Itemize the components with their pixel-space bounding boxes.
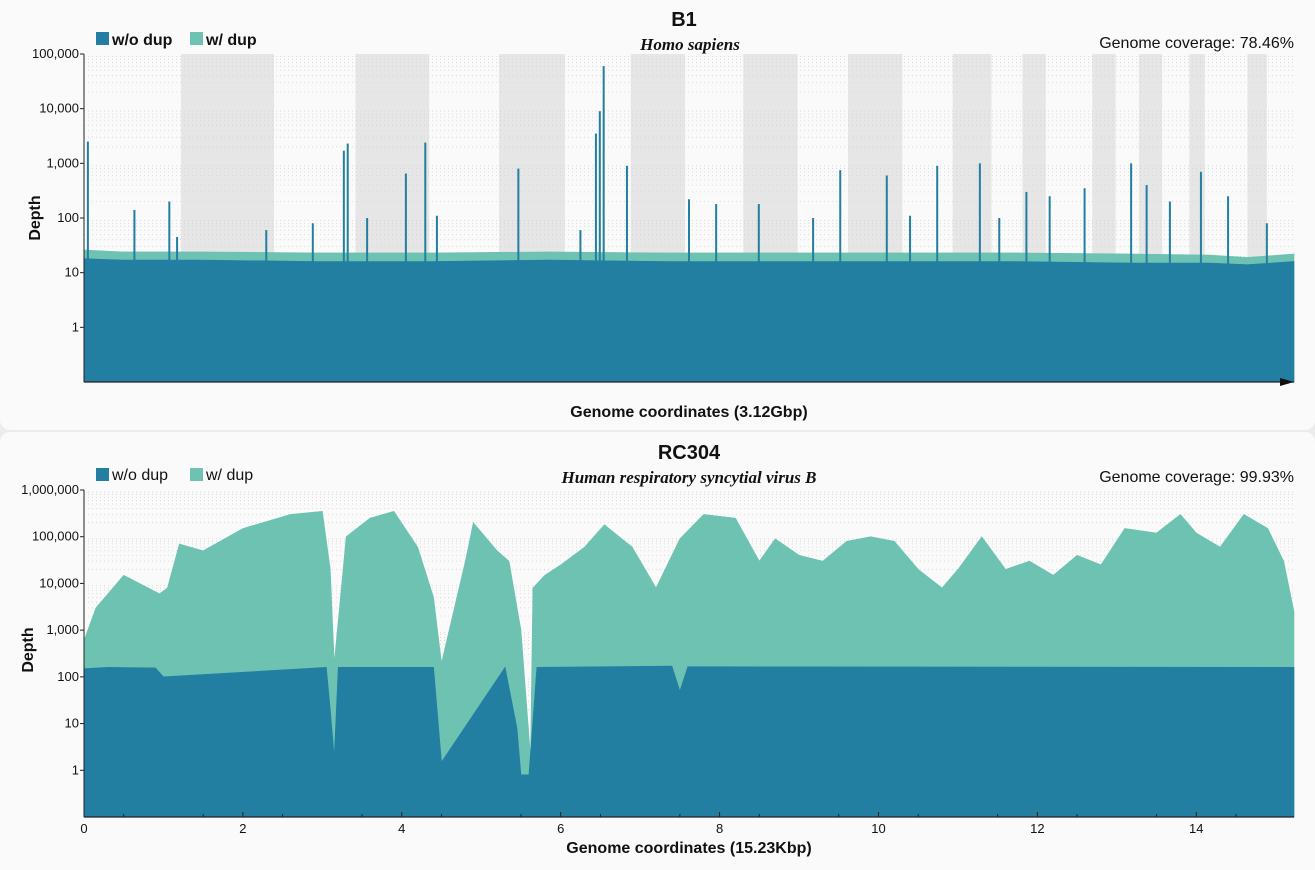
x-tick-label: 0 <box>80 821 87 836</box>
genome-coverage-label: Genome coverage: 99.93% <box>1099 469 1294 486</box>
chart-panel-rc304: RC304 Human respiratory syncytial virus … <box>0 432 1315 870</box>
x-tick-label: 2 <box>239 821 246 836</box>
legend-label-wo-dup: w/o dup <box>111 32 173 49</box>
plot-area: 1 10 100 1,000 10,000 100,000 1,000,000 0 2 4 6 8 10… <box>21 482 1295 836</box>
y-tick-label: 1,000 <box>46 155 79 170</box>
coverage-spike <box>265 230 268 382</box>
x-axis-label: Genome coordinates (15.23Kbp) <box>566 840 811 857</box>
chart-title: RC304 <box>658 442 721 464</box>
coverage-spike <box>1130 163 1133 382</box>
y-tick-label: 100,000 <box>32 529 79 544</box>
legend-swatch-wo-dup <box>96 32 109 45</box>
x-tick-label: 12 <box>1030 821 1044 836</box>
coverage-spike <box>594 133 597 382</box>
x-tick-label: 6 <box>557 821 564 836</box>
coverage-spike <box>133 210 136 382</box>
x-axis-label: Genome coordinates (3.12Gbp) <box>570 404 807 421</box>
legend-swatch-w-dup <box>190 32 203 45</box>
y-tick-label: 1,000,000 <box>21 482 79 497</box>
y-tick-label: 1 <box>72 762 79 777</box>
coverage-spike <box>342 150 345 382</box>
y-tick-label: 10,000 <box>39 575 79 590</box>
coverage-spike <box>176 236 179 382</box>
coverage-spike <box>839 170 842 382</box>
coverage-spike <box>404 173 407 382</box>
genome-coverage-label: Genome coverage: 78.46% <box>1099 35 1294 52</box>
y-tick-label: 100,000 <box>32 46 79 61</box>
coverage-spike <box>1227 196 1230 382</box>
y-tick-label: 10 <box>65 716 79 731</box>
x-tick-label: 10 <box>871 821 885 836</box>
coverage-spike <box>936 165 939 382</box>
depth-chart-rc304: RC304 Human respiratory syncytial virus … <box>20 442 1295 857</box>
coverage-spike <box>424 142 427 382</box>
depth-chart-b1: B1 Homo sapiens Genome coverage: 78.46% … <box>27 9 1295 421</box>
coverage-spike <box>688 199 690 382</box>
coverage-spike <box>598 111 601 382</box>
coverage-spike <box>602 66 605 382</box>
coverage-spike <box>885 175 888 382</box>
legend-label-w-dup: w/ dup <box>205 32 257 49</box>
coverage-spike <box>1199 171 1202 382</box>
y-tick-label: 1 <box>72 319 79 334</box>
coverage-spike <box>366 218 369 382</box>
coverage-spike <box>757 204 760 382</box>
coverage-spike <box>625 165 628 382</box>
coverage-spike <box>346 143 349 382</box>
x-tick-label: 8 <box>716 821 723 836</box>
y-tick-label: 100 <box>57 669 79 684</box>
x-axis-arrow <box>1280 378 1294 386</box>
legend-swatch-wo-dup <box>96 468 109 481</box>
coverage-spike <box>1083 188 1086 382</box>
y-axis-label: Depth <box>27 195 44 240</box>
coverage-spike <box>1048 196 1051 382</box>
coverage-spike <box>86 141 89 382</box>
coverage-spike <box>998 218 1001 382</box>
coverage-spike <box>715 204 718 382</box>
coverage-spike <box>978 163 981 382</box>
coverage-spike <box>1168 201 1171 382</box>
chart-subtitle: Human respiratory syncytial virus B <box>560 468 816 487</box>
x-tick-label: 4 <box>398 821 405 836</box>
legend-label-w-dup: w/ dup <box>205 467 253 484</box>
chart-panel-b1: B1 Homo sapiens Genome coverage: 78.46% … <box>0 0 1315 430</box>
y-tick-label: 100 <box>57 210 79 225</box>
y-axis-label: Depth <box>20 627 37 672</box>
legend-label-wo-dup: w/o dup <box>111 467 168 484</box>
y-tick-label: 10 <box>65 265 79 280</box>
coverage-spike <box>579 230 582 382</box>
plot-area: 1 10 100 1,000 10,000 100,000 <box>32 46 1295 386</box>
legend-swatch-w-dup <box>190 468 203 481</box>
coverage-spike <box>1025 191 1028 382</box>
x-tick-label: 14 <box>1189 821 1203 836</box>
coverage-spike <box>517 168 520 382</box>
coverage-spike <box>909 215 912 382</box>
y-tick-label: 10,000 <box>39 101 79 116</box>
chart-title: B1 <box>671 9 697 31</box>
y-tick-label: 1,000 <box>46 622 79 637</box>
series-area-w-o-dup <box>83 665 1295 818</box>
coverage-spike <box>812 218 815 382</box>
coverage-spike <box>435 215 438 382</box>
coverage-spike <box>168 201 171 382</box>
coverage-spike <box>311 223 314 382</box>
coverage-spike <box>1265 223 1268 382</box>
coverage-spike <box>1145 185 1148 382</box>
chart-subtitle: Homo sapiens <box>639 35 740 54</box>
